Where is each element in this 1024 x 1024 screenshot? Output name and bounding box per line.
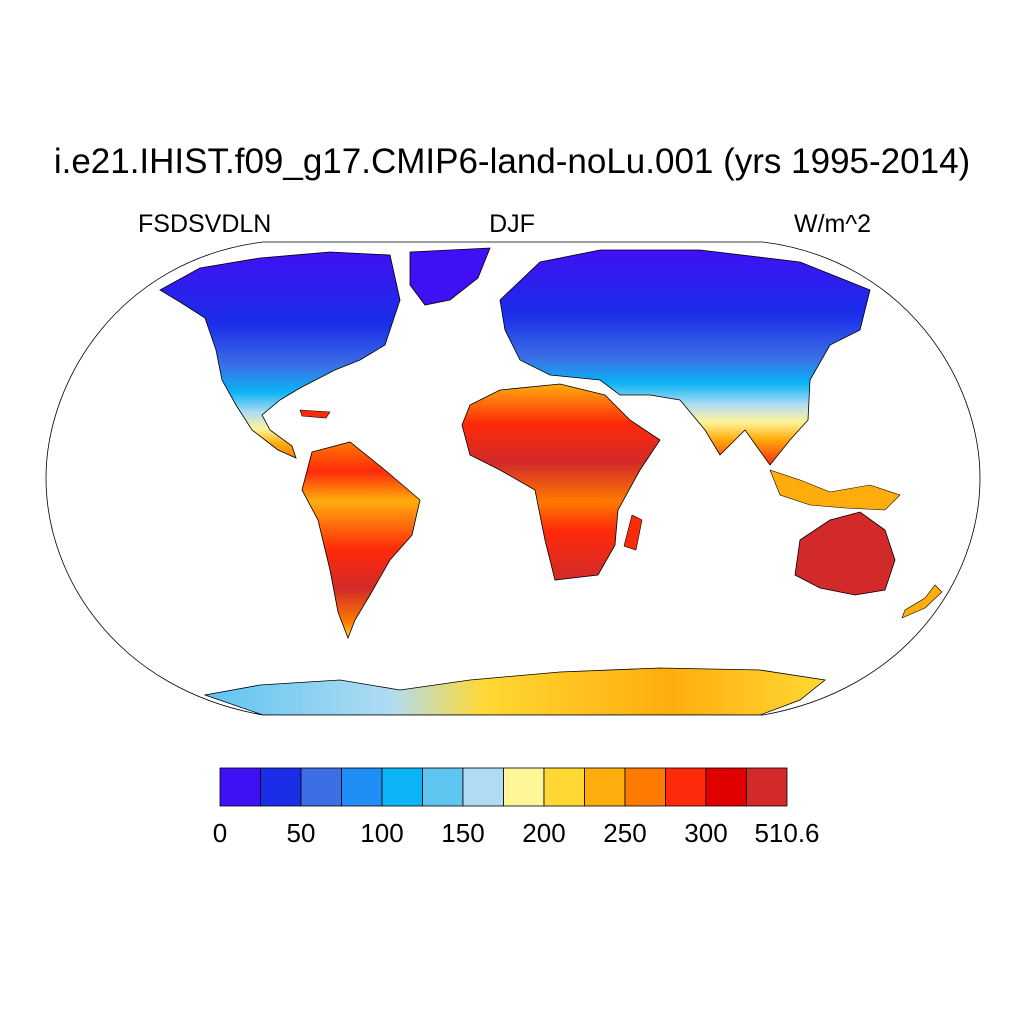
units-label: W/m^2 [794, 210, 872, 238]
madagascar [623, 514, 643, 551]
africa [461, 383, 661, 581]
eurasia [499, 249, 871, 466]
colorbar-swatch [503, 767, 545, 807]
colorbar-tick-label: 250 [603, 818, 646, 848]
colorbar-tick-label: 0 [213, 818, 227, 848]
colorbar-swatch [665, 767, 707, 807]
colorbar-tick-label: 300 [684, 818, 727, 848]
season-label: DJF [489, 210, 535, 238]
colorbar-ticks: 0 50 100 150 200 250 300 510.6 [213, 818, 820, 848]
colorbar-swatch [422, 767, 464, 807]
colorbar-swatch [543, 767, 585, 807]
colorbar-tick-label: 150 [441, 818, 484, 848]
map-title: i.e21.IHIST.f09_g17.CMIP6-land-noLu.001 … [53, 142, 971, 181]
new-zealand [901, 584, 943, 619]
colorbar [219, 767, 788, 807]
antarctica [203, 667, 826, 715]
colorbar-swatch [584, 767, 626, 807]
colorbar-swatch [462, 767, 504, 807]
colorbar-tick-label: 510.6 [754, 818, 819, 848]
colorbar-swatch [260, 767, 302, 807]
variable-label: FSDSVDLN [138, 210, 272, 238]
colorbar-tick-label: 50 [287, 818, 316, 848]
globe-outline [45, 241, 981, 716]
maritime-asia [769, 469, 901, 511]
colorbar-swatch [705, 767, 747, 807]
north-america [159, 251, 401, 459]
colorbar-swatch [746, 767, 788, 807]
colorbar-tick-label: 200 [522, 818, 565, 848]
colorbar-swatch [219, 767, 261, 807]
colorbar-swatch [624, 767, 666, 807]
colorbar-tick-label: 100 [360, 818, 403, 848]
colorbar-swatch [341, 767, 383, 807]
australia [794, 511, 896, 596]
caribbean [299, 409, 331, 419]
colorbar-swatch [300, 767, 342, 807]
greenland [409, 247, 491, 306]
colorbar-swatch [381, 767, 423, 807]
south-america [301, 441, 421, 640]
